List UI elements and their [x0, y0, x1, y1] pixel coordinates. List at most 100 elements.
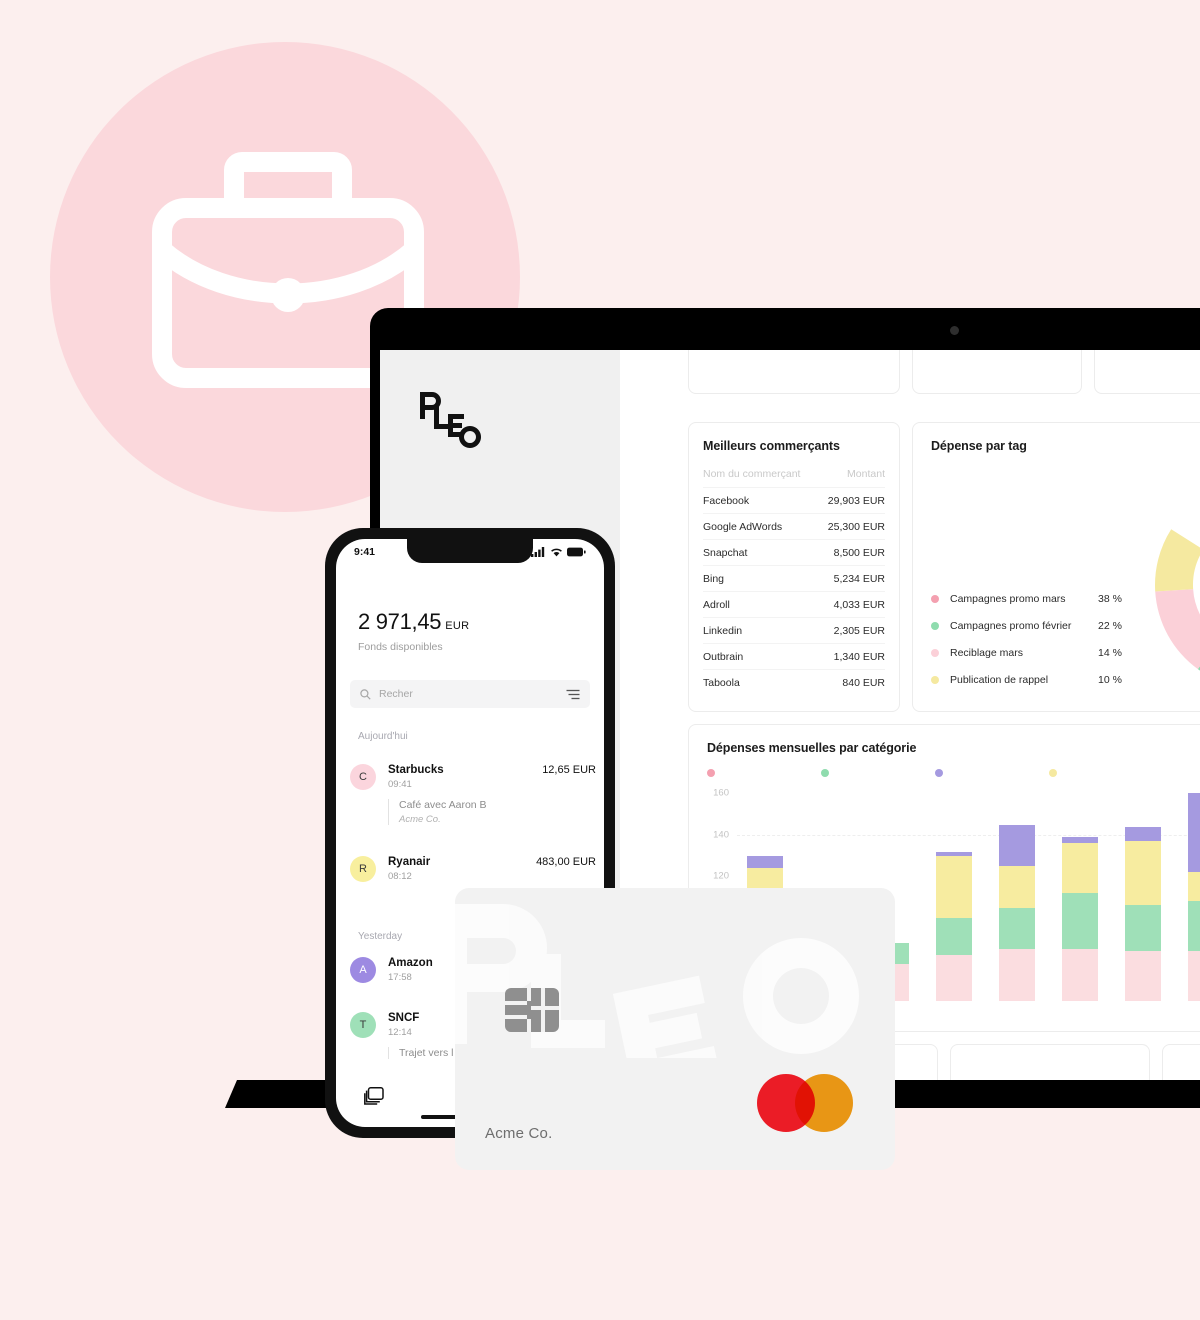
legend-dot	[707, 769, 715, 777]
laptop-camera-icon	[950, 326, 959, 335]
donut-slice[interactable]	[1155, 529, 1200, 592]
transaction-merchant: SNCF	[388, 1012, 420, 1024]
legend-dot	[931, 621, 939, 630]
app-main: Meilleurs commerçants Nom du commerçant …	[620, 350, 1200, 1080]
phone-notch	[407, 539, 533, 563]
bar-segment	[936, 855, 972, 918]
transaction-details: Starbucks 09:41	[388, 764, 542, 790]
bar-column[interactable]	[1125, 783, 1161, 1001]
merchant-amount: 840 EUR	[817, 669, 885, 695]
bar-segment	[999, 824, 1035, 867]
phone-status-bar: 9:41	[336, 539, 604, 565]
avatar: C	[350, 764, 376, 790]
bar-column[interactable]	[1062, 783, 1098, 1001]
briefcase-icon	[152, 152, 424, 388]
legend-item[interactable]	[821, 769, 935, 777]
mastercard-yellow-circle	[795, 1074, 853, 1132]
donut-slice[interactable]	[1155, 589, 1200, 670]
table-row[interactable]: Adroll 4,033 EUR	[703, 591, 885, 618]
spend-by-tag-donut-chart	[1155, 529, 1200, 689]
cards-stack-icon[interactable]	[364, 1087, 384, 1105]
table-row[interactable]: Snapchat 8,500 EUR	[703, 539, 885, 566]
y-axis-tick-label: 120	[713, 870, 729, 882]
cellular-icon	[531, 547, 545, 557]
search-input[interactable]: Recher	[350, 680, 590, 708]
transaction-amount: 483,00 EUR	[536, 856, 596, 868]
legend-row[interactable]: Publication de rappel 10 %	[931, 666, 1181, 693]
available-balance-block: 2 971,45 EUR Fonds disponibles	[358, 609, 469, 653]
transaction-row[interactable]: A Amazon 17:58	[350, 957, 596, 983]
legend-label: Publication de rappel	[950, 673, 1049, 686]
transaction-row[interactable]: T SNCF 12:14	[350, 1012, 596, 1038]
pleo-logo	[420, 392, 482, 448]
table-row[interactable]: Facebook 29,903 EUR	[703, 487, 885, 514]
bottom-card-partial-2	[950, 1044, 1150, 1080]
bar-column[interactable]	[999, 783, 1035, 1001]
bar-column[interactable]	[1188, 783, 1200, 1001]
gridline	[737, 834, 1200, 836]
spend-by-tag-card: Dépense par tag Campagnes promo mars 38 %…	[912, 422, 1200, 712]
legend-dot	[821, 769, 829, 777]
summary-card-partial-3	[1094, 350, 1200, 394]
bar-segment	[1062, 949, 1098, 1001]
card-holder-name: Acme Co.	[485, 1125, 553, 1142]
legend-item[interactable]	[707, 769, 821, 777]
list-item[interactable]: R Ryanair 08:12 483,00 EUR	[350, 856, 596, 882]
bar-segment	[1125, 826, 1161, 842]
legend-label: Campagnes promo mars	[950, 592, 1066, 605]
merchant-name: Bing	[703, 565, 818, 592]
table-row[interactable]: Bing 5,234 EUR	[703, 565, 885, 592]
bar-segment	[747, 868, 783, 891]
merchant-name: Taboola	[703, 669, 818, 695]
monthly-spend-chart-title: Dépenses mensuelles par catégorie	[707, 741, 917, 755]
donut-slice[interactable]	[1197, 633, 1200, 689]
legend-dot	[931, 594, 939, 603]
merchant-amount: 4,033 EUR	[817, 591, 885, 618]
merchant-name: Adroll	[703, 591, 818, 618]
summary-card-partial-2	[912, 350, 1082, 394]
mastercard-logo	[757, 1074, 853, 1132]
wifi-icon	[551, 548, 562, 557]
bar-segment	[1062, 843, 1098, 894]
legend-row[interactable]: Campagnes promo février 22 %	[931, 612, 1181, 639]
legend-item[interactable]	[1049, 769, 1163, 777]
legend-item[interactable]	[935, 769, 1049, 777]
y-axis-tick-label: 160	[713, 787, 729, 799]
table-row[interactable]: Linkedin 2,305 EUR	[703, 617, 885, 644]
bar-segment	[1188, 793, 1200, 873]
table-row[interactable]: Google AdWords 25,300 EUR	[703, 513, 885, 540]
legend-dot	[931, 648, 939, 657]
merchant-amount: 5,234 EUR	[817, 565, 885, 592]
transaction-details: Ryanair 08:12	[388, 856, 536, 882]
spend-by-tag-title: Dépense par tag	[931, 439, 1027, 453]
merchant-name: Outbrain	[703, 643, 818, 670]
transaction-merchant: Starbucks	[388, 764, 444, 776]
list-item[interactable]: C Starbucks 09:41 12,65 EUR Café avec Aa…	[350, 764, 596, 825]
transaction-row[interactable]: R Ryanair 08:12 483,00 EUR	[350, 856, 596, 882]
list-item[interactable]: T SNCF 12:14 Trajet vers l	[350, 1012, 596, 1059]
transaction-merchant: Ryanair	[388, 856, 431, 868]
bar-segment	[999, 949, 1035, 1001]
transaction-row[interactable]: C Starbucks 09:41 12,65 EUR	[350, 764, 596, 790]
list-item[interactable]: A Amazon 17:58	[350, 957, 596, 983]
bar-segment	[936, 917, 972, 956]
legend-row[interactable]: Campagnes promo mars 38 %	[931, 585, 1181, 612]
transaction-note-text: Trajet vers l	[399, 1047, 454, 1059]
legend-row[interactable]: Reciblage mars 14 %	[931, 639, 1181, 666]
transaction-amount: 12,65 EUR	[542, 764, 596, 776]
status-bar-icons	[531, 547, 586, 557]
bar-column[interactable]	[936, 783, 972, 1001]
section-label-today: Aujourd'hui	[358, 731, 408, 742]
table-row[interactable]: Taboola 840 EUR	[703, 669, 885, 695]
table-row[interactable]: Outbrain 1,340 EUR	[703, 643, 885, 670]
filter-icon[interactable]	[566, 689, 580, 700]
column-header-amount: Montant	[847, 468, 885, 480]
battery-icon	[567, 547, 586, 557]
top-merchants-table: Nom du commerçant Montant Facebook 29,903…	[703, 465, 885, 695]
merchant-name: Snapchat	[703, 539, 818, 566]
monthly-spend-chart-legend	[707, 769, 1200, 777]
merchant-amount: 29,903 EUR	[817, 487, 885, 514]
merchant-name: Facebook	[703, 487, 818, 514]
legend-label: Campagnes promo février	[950, 619, 1072, 632]
merchant-name: Linkedin	[703, 617, 818, 644]
